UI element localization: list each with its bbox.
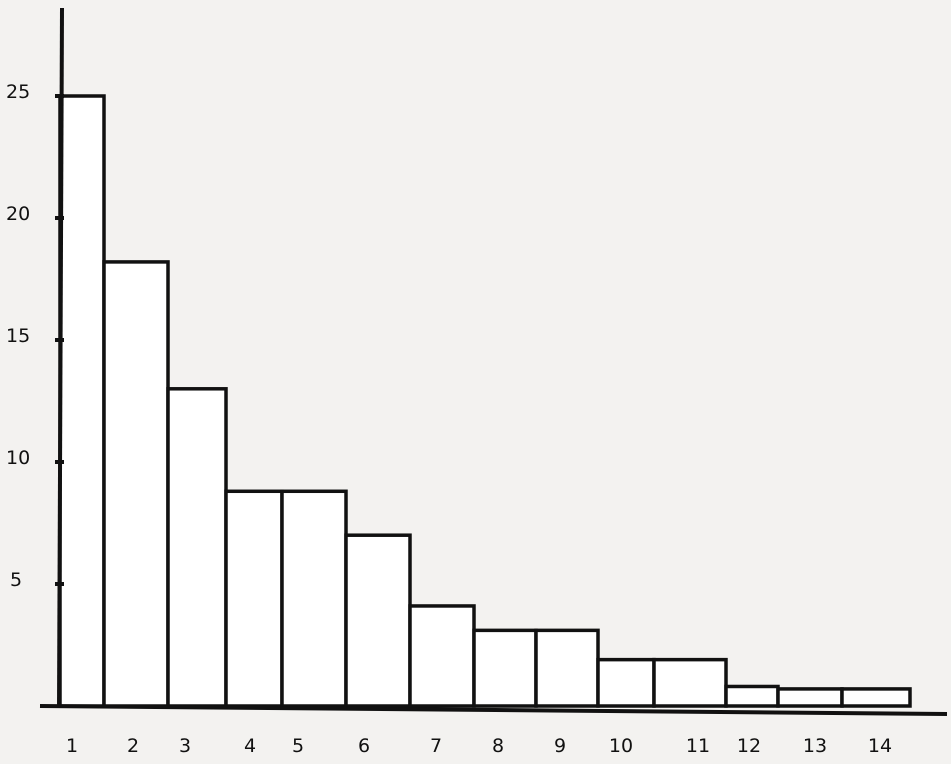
y-tick-label-25: 25 bbox=[6, 81, 30, 103]
x-axis bbox=[39, 704, 948, 716]
y-axis bbox=[57, 7, 64, 709]
x-tick-label-9: 9 bbox=[554, 735, 566, 757]
bar-12 bbox=[724, 684, 780, 708]
bar-10 bbox=[596, 657, 656, 708]
x-tick-label-2: 2 bbox=[127, 735, 139, 757]
x-tick-label-5: 5 bbox=[292, 735, 304, 757]
x-tick-label-12: 12 bbox=[737, 735, 761, 757]
bar-2 bbox=[102, 260, 170, 708]
y-tick-label-20: 20 bbox=[6, 203, 30, 225]
bar-9 bbox=[534, 628, 600, 708]
x-tick-label-6: 6 bbox=[358, 735, 370, 757]
bar-5 bbox=[280, 489, 348, 708]
bar-11 bbox=[652, 657, 728, 708]
bar-4 bbox=[224, 489, 284, 708]
y-ticks-group: 5 10 15 20 25 bbox=[6, 81, 64, 591]
y-tick-label-10: 10 bbox=[6, 447, 30, 469]
bar-7 bbox=[408, 604, 476, 708]
x-labels-group: 1 2 3 4 5 6 7 8 9 10 11 12 13 14 bbox=[66, 735, 892, 757]
bar-14 bbox=[840, 687, 912, 708]
x-tick-label-7: 7 bbox=[430, 735, 442, 757]
x-tick-label-1: 1 bbox=[66, 735, 78, 757]
bar-6 bbox=[344, 533, 412, 708]
x-tick-label-3: 3 bbox=[179, 735, 191, 757]
bar-1 bbox=[58, 94, 106, 708]
x-tick-label-14: 14 bbox=[868, 735, 892, 757]
x-tick-label-11: 11 bbox=[686, 735, 710, 757]
bars-group bbox=[58, 94, 912, 708]
x-tick-label-4: 4 bbox=[244, 735, 256, 757]
x-tick-label-8: 8 bbox=[492, 735, 504, 757]
x-tick-label-10: 10 bbox=[609, 735, 633, 757]
bar-3 bbox=[166, 387, 228, 708]
y-tick-label-5: 5 bbox=[10, 569, 22, 591]
x-tick-label-13: 13 bbox=[803, 735, 827, 757]
bar-8 bbox=[472, 628, 538, 708]
bar-13 bbox=[776, 687, 844, 708]
y-tick-label-15: 15 bbox=[6, 325, 30, 347]
